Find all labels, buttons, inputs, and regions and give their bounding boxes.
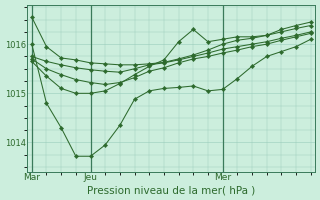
X-axis label: Pression niveau de la mer( hPa ): Pression niveau de la mer( hPa )	[87, 185, 255, 195]
